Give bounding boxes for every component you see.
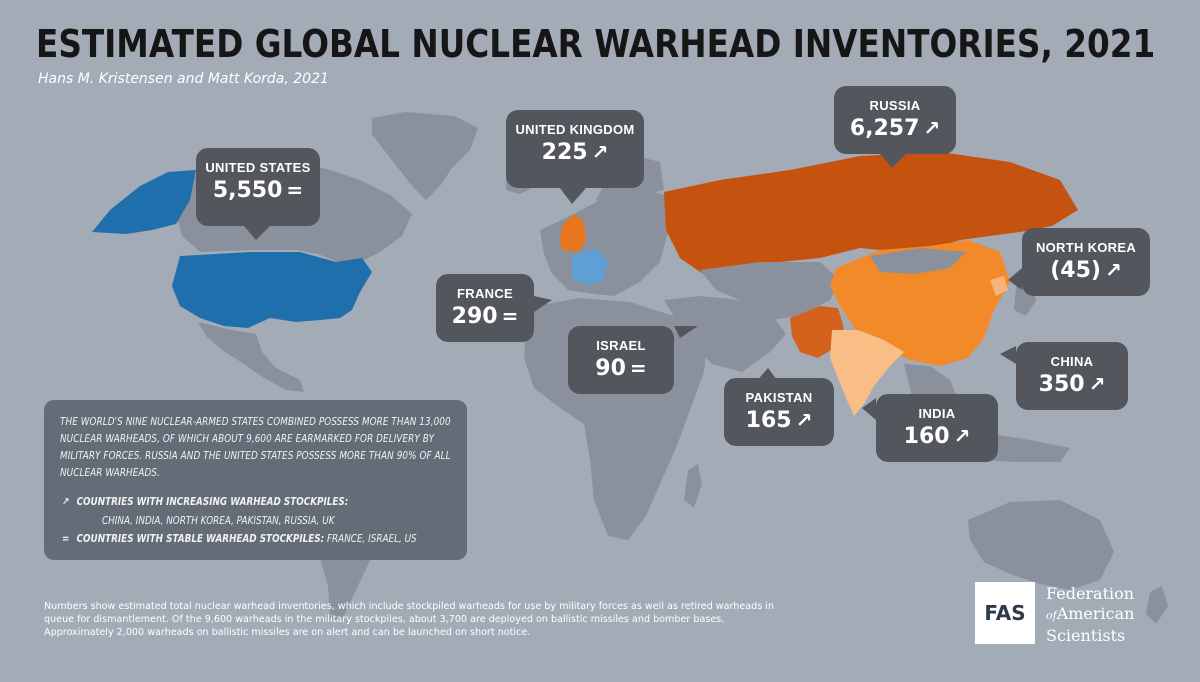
china-shape (830, 240, 1010, 366)
north-korea-shape (990, 276, 1008, 296)
callout-value: 165 (745, 408, 792, 433)
callout-name: INDIA (918, 406, 956, 421)
fas-logo: FAS (975, 582, 1035, 644)
callout-israel: ISRAEL 90 = (568, 326, 674, 394)
legend-stable-list: FRANCE, ISRAEL, US (326, 533, 417, 545)
mexico-shape (198, 322, 304, 392)
callout-name: ISRAEL (596, 338, 646, 353)
alaska-shape (92, 170, 196, 234)
australia-shape (968, 500, 1114, 590)
pointer-china (1000, 346, 1016, 364)
callout-france: FRANCE 290 = (436, 274, 534, 342)
arrow-up-right-icon: ↗ (1088, 372, 1106, 396)
arrow-up-right-icon: ↗ (591, 140, 609, 164)
new-zealand-shape (1146, 586, 1168, 624)
callout-united-states: UNITED STATES 5,550 = (196, 148, 320, 226)
united-kingdom-shape (560, 214, 586, 252)
equals-icon: = (286, 178, 304, 202)
callout-name: FRANCE (457, 286, 513, 301)
pointer-north-korea (1008, 268, 1022, 290)
callout-value: (45) (1050, 258, 1101, 283)
fas-logo-line1: Federation (1046, 584, 1135, 603)
callout-name: RUSSIA (869, 98, 921, 113)
callout-value: 5,550 (212, 178, 283, 203)
legend-increasing-list: CHINA, INDIA, NORTH KOREA, PAKISTAN, RUS… (102, 515, 335, 527)
arrow-up-right-icon: ↗ (62, 496, 70, 508)
fas-logo-line2: American (1056, 604, 1135, 623)
page-subtitle: Hans M. Kristensen and Matt Korda, 2021 (38, 71, 329, 87)
france-shape (572, 248, 608, 286)
legend-increasing-label: COUNTRIES WITH INCREASING WARHEAD STOCKP… (76, 496, 349, 508)
fas-logo-line3: Scientists (1046, 626, 1126, 645)
callout-value: 290 (451, 304, 498, 329)
callout-value: 160 (903, 424, 950, 449)
united-states-shape (172, 252, 372, 328)
pointer-united-states (244, 226, 270, 240)
callout-name: NORTH KOREA (1035, 240, 1137, 255)
greenland-shape (372, 112, 478, 200)
equals-icon: = (501, 304, 519, 328)
callout-russia: RUSSIA 6,257 ↗ (834, 86, 956, 154)
page-title: ESTIMATED GLOBAL NUCLEAR WARHEAD INVENTO… (36, 22, 1156, 66)
callout-name: UNITED STATES (205, 160, 311, 175)
callout-india: INDIA 160 ↗ (876, 394, 998, 462)
callout-united-kingdom: UNITED KINGDOM 225 ↗ (506, 110, 644, 188)
equals-icon: = (629, 356, 647, 380)
madagascar-shape (684, 464, 702, 508)
info-text: THE WORLD'S NINE NUCLEAR-ARMED STATES CO… (60, 416, 451, 479)
arrow-up-right-icon: ↗ (1104, 258, 1122, 282)
callout-value: 6,257 (849, 116, 920, 141)
mongolia-shape (870, 248, 966, 274)
russia-shape (664, 152, 1078, 276)
callout-name: UNITED KINGDOM (515, 122, 635, 137)
arrow-up-right-icon: ↗ (953, 424, 971, 448)
equals-icon: = (62, 533, 70, 545)
callout-value: 350 (1038, 372, 1085, 397)
pointer-russia (880, 154, 906, 168)
callout-value: 90 (595, 356, 626, 381)
footnote: Numbers show estimated total nuclear war… (44, 601, 775, 638)
callout-north-korea: NORTH KOREA (45) ↗ (1022, 228, 1150, 296)
pointer-india (862, 398, 876, 420)
arrow-up-right-icon: ↗ (795, 408, 813, 432)
central-asia-shape (700, 262, 840, 320)
legend-increasing: ↗ COUNTRIES WITH INCREASING WARHEAD STOC… (62, 496, 348, 508)
callout-name: PAKISTAN (745, 390, 813, 405)
pointer-united-kingdom (560, 188, 586, 204)
legend-stable-label: COUNTRIES WITH STABLE WARHEAD STOCKPILES… (76, 533, 325, 545)
callout-pakistan: PAKISTAN 165 ↗ (724, 378, 834, 446)
info-box: THE WORLD'S NINE NUCLEAR-ARMED STATES CO… (44, 400, 467, 560)
middle-east-shape (664, 296, 786, 372)
pointer-israel (674, 326, 698, 338)
india-shape (830, 330, 904, 416)
arrow-up-right-icon: ↗ (923, 116, 941, 140)
pakistan-shape (790, 306, 844, 358)
fas-logo-of: of (1046, 609, 1057, 622)
fas-logo-name: Federation ofAmerican Scientists (1046, 584, 1134, 646)
callout-name: CHINA (1050, 354, 1094, 369)
callout-value: 225 (541, 140, 588, 165)
callout-china: CHINA 350 ↗ (1016, 342, 1128, 410)
pointer-france (534, 296, 552, 312)
legend-stable: = COUNTRIES WITH STABLE WARHEAD STOCKPIL… (62, 533, 417, 545)
